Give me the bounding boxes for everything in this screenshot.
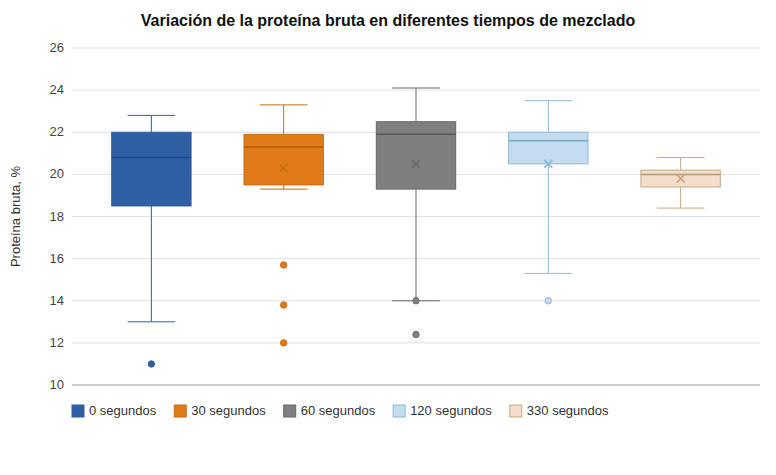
- box-group: [112, 115, 191, 367]
- median-line: [641, 174, 720, 176]
- whisker-cap-lower: [128, 321, 176, 322]
- legend: 0 segundos 30 segundos 60 segundos 120 segu…: [72, 403, 609, 418]
- outlier: [280, 340, 286, 346]
- legend-swatch: [174, 405, 186, 417]
- legend-label: 60 segundos: [301, 403, 376, 418]
- y-tick-label: 16: [50, 251, 64, 266]
- y-tick-label: 26: [50, 40, 64, 55]
- chart: Variación de la proteína bruta en difere…: [0, 0, 776, 475]
- outlier: [413, 298, 419, 304]
- legend-item: 60 segundos: [284, 403, 376, 418]
- box-group: [641, 158, 720, 209]
- box-group: [509, 101, 588, 304]
- whisker-upper: [151, 115, 152, 132]
- whisker-upper: [680, 158, 681, 171]
- mean-marker: [412, 160, 420, 168]
- y-tick-label: 14: [50, 293, 64, 308]
- legend-item: 120 segundos: [393, 403, 492, 418]
- outlier: [545, 298, 551, 304]
- legend-label: 30 segundos: [191, 403, 266, 418]
- outlier: [280, 262, 286, 268]
- title: Variación de la proteína bruta en difere…: [141, 12, 636, 29]
- box-group: [244, 105, 323, 346]
- grid-line: [72, 48, 760, 49]
- y-tick-label: 20: [50, 166, 64, 181]
- y-tick-label: 12: [50, 335, 64, 350]
- whisker-lower: [680, 187, 681, 208]
- whisker-cap-upper: [260, 104, 308, 105]
- median-line: [112, 157, 191, 159]
- y-tick-label: 18: [50, 209, 64, 224]
- box: [244, 134, 323, 185]
- legend-swatch: [510, 405, 522, 417]
- grid-line: [72, 385, 760, 386]
- legend-label: 330 segundos: [527, 403, 609, 418]
- whisker-cap-upper: [392, 88, 440, 89]
- box: [641, 170, 720, 187]
- mean-marker: [677, 175, 685, 183]
- whisker-lower: [283, 185, 284, 189]
- mean-marker: [544, 160, 552, 168]
- legend-swatch: [72, 405, 84, 417]
- legend-item: 0 segundos: [72, 403, 157, 418]
- median-line: [244, 146, 323, 148]
- outlier: [413, 331, 419, 337]
- box: [509, 132, 588, 164]
- outlier: [280, 302, 286, 308]
- whisker-cap-upper: [128, 115, 176, 116]
- y-axis-label: Proteína bruta, %: [8, 165, 23, 267]
- legend-label: 120 segundos: [410, 403, 492, 418]
- box: [112, 132, 191, 206]
- marks: [112, 88, 721, 367]
- whisker-upper: [283, 105, 284, 134]
- whisker-cap-lower: [260, 189, 308, 190]
- mean-marker: [280, 164, 288, 172]
- whisker-cap-upper: [657, 157, 705, 158]
- legend-label: 0 segundos: [89, 403, 157, 418]
- legend-item: 330 segundos: [510, 403, 609, 418]
- grid-line: [72, 342, 760, 343]
- whisker-upper: [416, 88, 417, 122]
- outlier: [148, 361, 154, 367]
- whisker-upper: [548, 101, 549, 133]
- median-line: [376, 134, 455, 136]
- whisker-cap-upper: [524, 100, 572, 101]
- whisker-lower: [151, 206, 152, 322]
- legend-swatch: [284, 405, 296, 417]
- legend-swatch: [393, 405, 405, 417]
- grid: [72, 48, 760, 385]
- box: [376, 122, 455, 189]
- whisker-lower: [548, 164, 549, 274]
- box-group: [376, 88, 455, 338]
- whisker-cap-lower: [524, 273, 572, 274]
- whisker-cap-lower: [657, 208, 705, 209]
- median-line: [509, 140, 588, 142]
- mean-marker: [147, 168, 155, 176]
- legend-item: 30 segundos: [174, 403, 266, 418]
- y-tick-label: 10: [50, 377, 64, 392]
- y-tick-label: 22: [50, 124, 64, 139]
- x-axis-line: [72, 385, 760, 386]
- y-tick-label: 24: [50, 82, 64, 97]
- whisker-lower: [416, 189, 417, 301]
